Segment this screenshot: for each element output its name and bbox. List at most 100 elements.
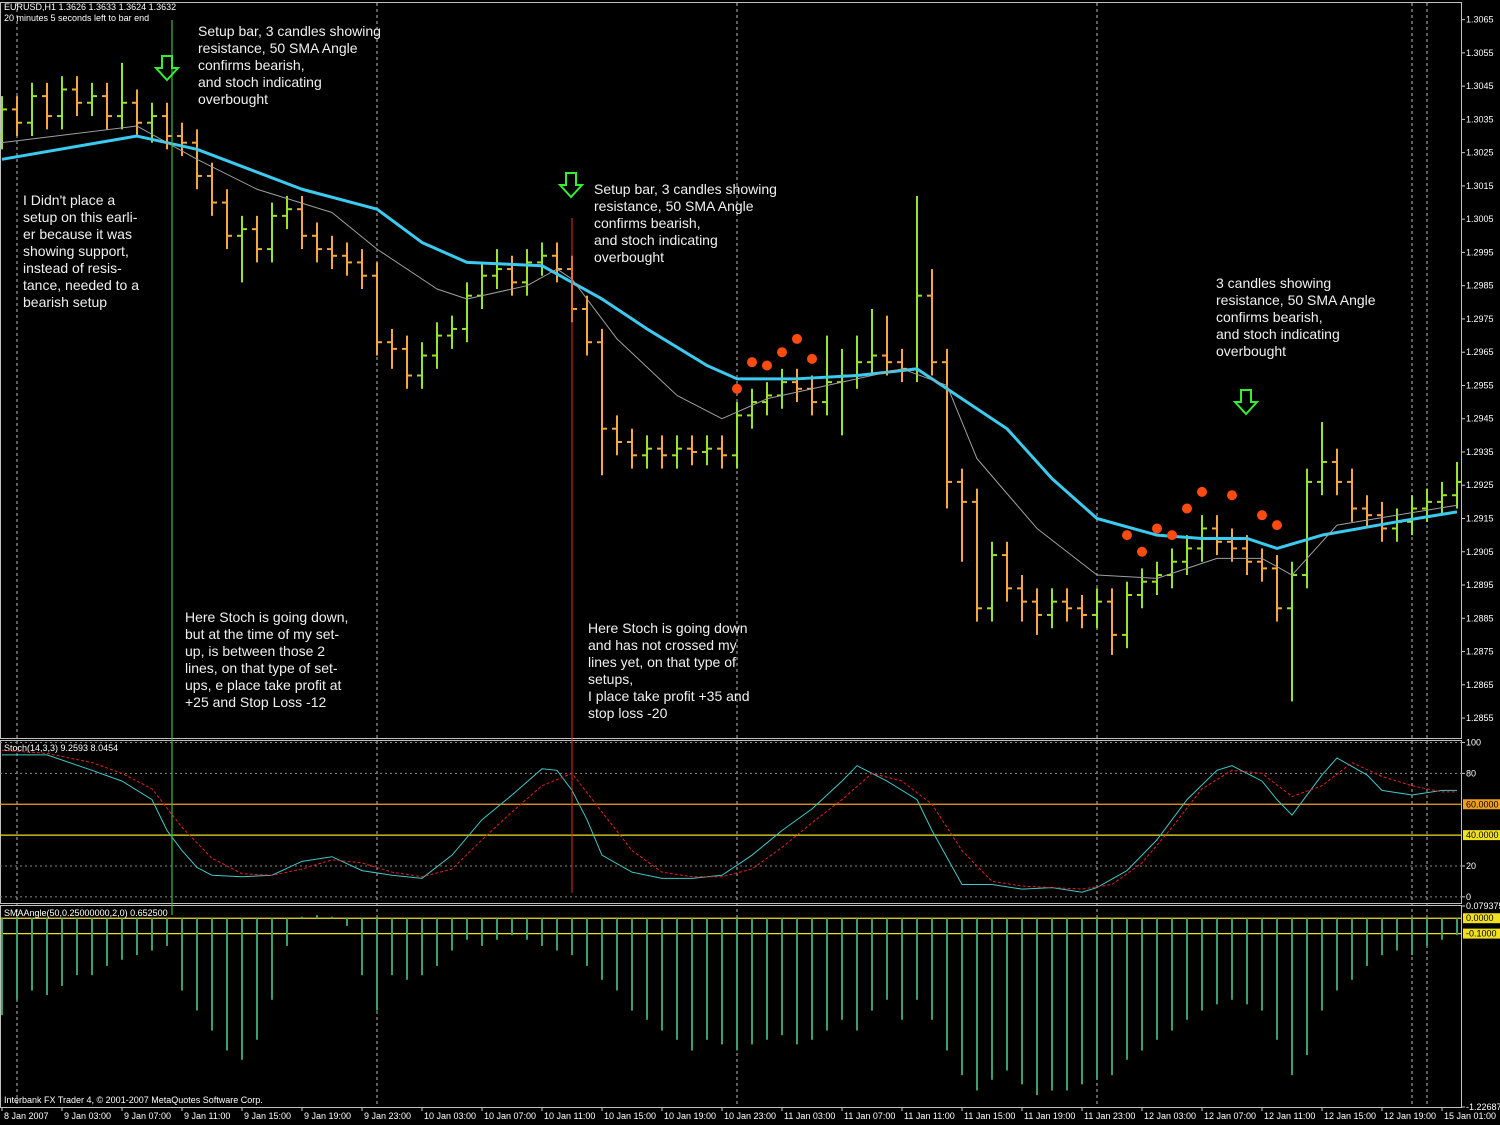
signal-dot	[1272, 520, 1282, 531]
signal-dot	[777, 347, 787, 358]
y-tick-label: 1.3065	[1466, 15, 1494, 25]
y-tick-label: 1.2895	[1466, 580, 1494, 590]
y-tick-label: 1.2995	[1466, 247, 1494, 257]
y-tick-label: 1.2955	[1466, 380, 1494, 390]
annotation-text: Here Stoch is going down,	[185, 609, 348, 625]
panel-title: Stoch(14,3,3) 9.2593 8.0454	[4, 743, 118, 753]
y-tick-label: -1.22687	[1466, 1102, 1500, 1112]
y-tick-label: 1.2885	[1466, 613, 1494, 623]
annotation-text: Setup bar, 3 candles showing	[594, 181, 777, 197]
x-tick-label: 10 Jan 11:00	[544, 1111, 595, 1121]
y-tick-label: 1.2975	[1466, 314, 1494, 324]
annotation-text: showing support,	[23, 243, 129, 259]
y-tick-label: 80	[1466, 768, 1476, 778]
x-tick-label: 15 Jan 01:00	[1444, 1111, 1496, 1121]
annotation-text: and stoch indicating	[1216, 326, 1340, 342]
x-tick-label: 9 Jan 19:00	[304, 1111, 351, 1121]
x-tick-label: 11 Jan 03:00	[784, 1111, 835, 1121]
x-tick-label: 12 Jan 19:00	[1384, 1111, 1436, 1121]
sma-panel-frame	[0, 905, 1462, 1108]
annotation-text: instead of resis-	[23, 260, 122, 276]
annotation-text: bearish setup	[23, 294, 107, 310]
stoch-line	[2, 754, 1457, 893]
annotation-text: I place take profit +35 and	[588, 688, 750, 704]
x-tick-label: 9 Jan 15:00	[244, 1111, 291, 1121]
y-tick-label: 1.2865	[1466, 680, 1494, 690]
x-tick-label: 11 Jan 11:00	[904, 1111, 955, 1121]
x-tick-label: 10 Jan 03:00	[424, 1111, 476, 1121]
y-tick-label: 1.2875	[1466, 647, 1494, 657]
annotation-text: overbought	[594, 249, 664, 265]
x-tick-label: 10 Jan 19:00	[664, 1111, 716, 1121]
annotation-text: stop loss -20	[588, 705, 668, 721]
level-label: -0.1000	[1466, 929, 1497, 939]
y-tick-label: 0	[1466, 892, 1471, 902]
y-tick-label: 1.2915	[1466, 513, 1494, 523]
stoch-line	[1, 749, 1457, 890]
x-tick-label: 10 Jan 07:00	[484, 1111, 536, 1121]
x-tick-label: 9 Jan 23:00	[364, 1111, 411, 1121]
panel-frames	[0, 2, 1462, 1108]
signal-dot	[747, 357, 757, 368]
down-arrow	[557, 172, 585, 199]
x-tick-label: 11 Jan 23:00	[1084, 1111, 1135, 1121]
y-tick-label: 100	[1466, 738, 1481, 748]
annotation-text: confirms bearish,	[198, 57, 305, 73]
signal-dot	[732, 383, 742, 394]
signal-dot	[1122, 530, 1132, 541]
y-tick-label: 1.2925	[1466, 480, 1494, 490]
signal-dot	[1197, 486, 1207, 497]
annotation-text: Setup bar, 3 candles showing	[198, 23, 381, 39]
x-tick-label: 12 Jan 03:00	[1144, 1111, 1196, 1121]
annotation-text: ups, e place take profit at	[185, 677, 342, 693]
x-tick-label: 11 Jan 15:00	[964, 1111, 1015, 1121]
y-tick-label: 0.079375	[1466, 901, 1500, 911]
annotation-text: 3 candles showing	[1216, 275, 1331, 291]
annotation-text: lines, on that type of set-	[185, 660, 338, 676]
annotation-text: resistance, 50 SMA Angle	[198, 40, 358, 56]
x-tick-label: 10 Jan 15:00	[604, 1111, 656, 1121]
y-tick-label: 1.3035	[1466, 114, 1494, 124]
annotation-text: er because it was	[23, 226, 132, 242]
stoch-panel-frame	[0, 740, 1462, 904]
signal-dot	[792, 333, 802, 344]
annotation-text: +25 and Stop Loss -12	[185, 694, 326, 710]
down-arrow	[153, 55, 181, 82]
price-panel-frame	[0, 2, 1462, 739]
annotation-text: and has not crossed my	[588, 637, 737, 653]
signal-dot	[1152, 523, 1162, 534]
annotation-text: lines yet, on that type of	[588, 654, 736, 670]
moving-average	[1, 125, 1458, 579]
y-tick-label: 1.2935	[1466, 447, 1494, 457]
annotation-text: confirms bearish,	[1216, 309, 1323, 325]
signal-dot	[1227, 490, 1237, 501]
annotation-text: up, is between those 2	[185, 643, 325, 659]
x-tick-label: 12 Jan 15:00	[1324, 1111, 1376, 1121]
x-tick-label: 10 Jan 23:00	[724, 1111, 776, 1121]
level-label: 0.0000	[1466, 913, 1494, 923]
y-tick-label: 1.3025	[1466, 148, 1494, 158]
y-tick-label: 20	[1466, 861, 1476, 871]
signal-dot	[1182, 503, 1192, 514]
y-tick-label: 1.2855	[1466, 713, 1494, 723]
y-tick-label: 1.2965	[1466, 347, 1494, 357]
level-label-box	[1463, 913, 1500, 924]
signal-dot	[1137, 546, 1147, 557]
annotation-text: resistance, 50 SMA Angle	[594, 198, 754, 214]
y-tick-label: 1.2945	[1466, 414, 1494, 424]
y-tick-label: 1.3005	[1466, 214, 1494, 224]
x-tick-label: 9 Jan 03:00	[64, 1111, 111, 1121]
annotation-text: and stoch indicating	[198, 74, 322, 90]
marks-layer: Setup bar, 3 candles showingresistance, …	[0, 15, 1500, 1121]
annotation-text: setups,	[588, 671, 633, 687]
panel-title: SMAAngle(50,0.25000000,2,0) 0.652500	[4, 908, 168, 918]
arrows	[153, 55, 1260, 416]
signal-dot	[1257, 510, 1267, 521]
level-label-box	[1463, 799, 1500, 810]
level-label-box	[1463, 830, 1500, 841]
annotation-text: I Didn't place a	[23, 192, 115, 208]
y-tick-label: 1.3045	[1466, 81, 1494, 91]
x-tick-label: 9 Jan 07:00	[124, 1111, 171, 1121]
